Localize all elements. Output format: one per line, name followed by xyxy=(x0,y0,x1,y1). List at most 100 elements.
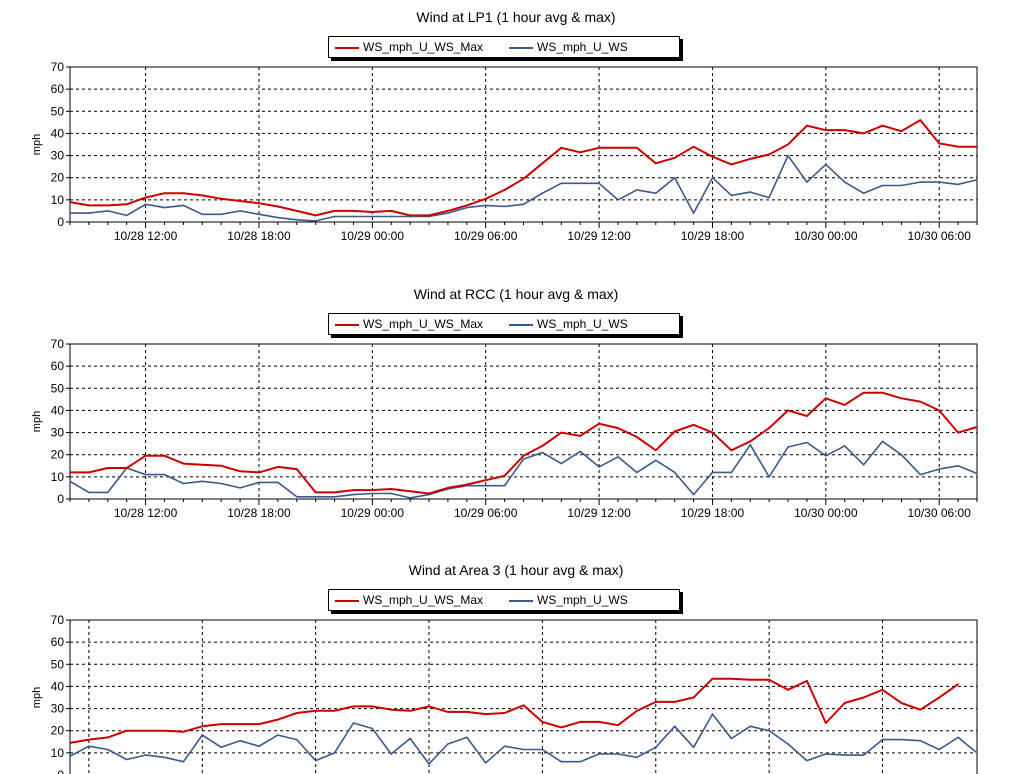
legend-item-max: WS_mph_U_WS_Max xyxy=(335,40,483,54)
data-point-max xyxy=(258,471,260,474)
data-point-avg xyxy=(730,471,733,474)
data-point-max xyxy=(88,471,90,474)
data-point-avg xyxy=(806,441,808,444)
data-point-max xyxy=(636,147,638,149)
data-point-avg xyxy=(976,179,978,181)
data-point-max xyxy=(825,129,827,131)
x-tick-label: 10/30 06:00 xyxy=(908,229,972,243)
legend-label-avg: WS_mph_U_WS xyxy=(537,40,628,54)
chart-plot-area3: 01020304050607009/19 12:0009/19 18:0009/… xyxy=(31,613,978,774)
plot-frame xyxy=(69,66,978,223)
data-point-max xyxy=(900,397,903,400)
data-point-avg xyxy=(825,455,827,457)
legend-item-avg: WS_mph_U_WS xyxy=(509,593,628,607)
data-point-avg xyxy=(617,199,619,201)
data-point-max xyxy=(144,455,147,457)
data-point-max xyxy=(560,147,563,149)
legend-item-max: WS_mph_U_WS_Max xyxy=(335,593,483,607)
y-tick-label: 10 xyxy=(51,193,65,207)
data-point-max xyxy=(636,709,638,712)
data-point-max xyxy=(69,201,71,203)
data-point-avg xyxy=(220,746,222,749)
data-point-avg xyxy=(938,181,941,183)
y-tick-label: 30 xyxy=(51,702,65,716)
data-point-max xyxy=(295,468,298,470)
data-point-avg xyxy=(938,468,941,470)
x-tick-label: 10/28 12:00 xyxy=(114,229,178,243)
legend-item-max: WS_mph_U_WS_Max xyxy=(335,317,483,331)
data-point-max xyxy=(352,210,355,212)
data-point-avg xyxy=(277,481,279,484)
x-tick-label: 10/29 12:00 xyxy=(567,506,631,520)
x-tick-label: 10/28 18:00 xyxy=(227,506,291,520)
data-point-max xyxy=(938,696,941,699)
data-point-avg xyxy=(314,495,317,498)
data-point-avg xyxy=(749,725,752,728)
data-point-max xyxy=(843,404,846,406)
data-point-max xyxy=(106,204,109,207)
data-point-avg xyxy=(201,480,204,483)
data-point-avg xyxy=(787,446,789,448)
data-point-avg xyxy=(730,737,733,740)
x-tick-label: 10/29 00:00 xyxy=(341,506,405,520)
data-point-avg xyxy=(69,212,71,214)
y-axis-label: mph xyxy=(31,411,43,432)
data-point-max xyxy=(163,729,166,732)
data-point-max xyxy=(806,124,808,127)
data-point-avg xyxy=(144,473,147,476)
data-point-max xyxy=(541,445,544,447)
chart-plot-rcc: 0 10 20 30 40 50 60 70 10/28 12:00 10/28 18:00 10/… xyxy=(31,337,978,520)
data-point-avg xyxy=(522,458,525,460)
data-point-avg xyxy=(806,181,808,183)
data-point-max xyxy=(768,427,770,429)
data-point-avg xyxy=(390,215,393,218)
data-point-max xyxy=(673,156,676,159)
data-point-max xyxy=(182,731,185,733)
chart-legend: WS_mph_U_WS_Max WS_mph_U_WS xyxy=(328,36,680,58)
data-point-avg xyxy=(541,451,544,454)
data-point-avg xyxy=(106,748,109,751)
data-point-max xyxy=(106,467,109,469)
x-tick-label: 10/29 18:00 xyxy=(681,506,745,520)
y-tick-label: 0 xyxy=(57,492,64,506)
y-tick-label: 60 xyxy=(51,82,65,96)
series-line-max xyxy=(70,391,978,495)
data-point-avg xyxy=(560,462,563,465)
data-point-avg xyxy=(69,480,71,483)
chart-panel-area3: Wind at Area 3 (1 hour avg & max) WS_mph… xyxy=(0,553,1032,774)
data-point-avg xyxy=(976,752,978,754)
data-point-avg xyxy=(806,759,808,762)
data-point-max xyxy=(843,129,846,131)
data-point-max xyxy=(654,449,657,452)
data-point-avg xyxy=(239,487,241,489)
data-point-max xyxy=(598,422,600,425)
data-point-avg xyxy=(182,760,185,763)
data-point-max xyxy=(466,711,468,713)
y-tick-label: 40 xyxy=(51,679,65,693)
y-tick-label: 30 xyxy=(51,149,65,163)
data-point-max xyxy=(428,492,430,495)
data-point-avg xyxy=(371,215,374,218)
data-point-max xyxy=(919,119,922,121)
data-point-avg xyxy=(182,482,185,485)
data-point-avg xyxy=(88,745,90,748)
data-point-avg xyxy=(900,453,903,456)
data-point-max xyxy=(711,155,714,158)
series-line-avg xyxy=(69,440,978,499)
data-point-avg xyxy=(484,762,487,764)
legend-label-max: WS_mph_U_WS_Max xyxy=(363,593,484,607)
data-point-max xyxy=(503,189,506,191)
data-point-max xyxy=(163,192,166,195)
data-point-avg xyxy=(277,734,279,736)
chart-legend: WS_mph_U_WS_Max WS_mph_U_WS xyxy=(328,313,680,335)
data-point-avg xyxy=(201,734,204,736)
data-point-avg xyxy=(69,755,71,757)
data-point-max xyxy=(144,729,147,732)
data-point-max xyxy=(88,204,90,207)
data-point-max xyxy=(522,178,525,180)
data-point-avg xyxy=(466,206,468,209)
data-point-avg xyxy=(466,736,468,739)
data-point-avg xyxy=(617,456,619,458)
data-point-avg xyxy=(598,466,600,468)
data-point-avg xyxy=(144,203,147,206)
